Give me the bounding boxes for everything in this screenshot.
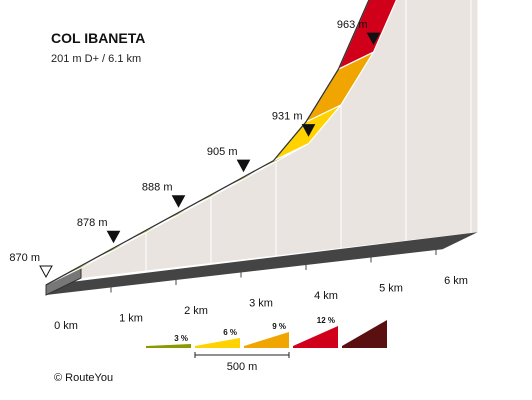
marker-label: 905 m — [207, 146, 238, 158]
legend-swatch-2 — [195, 338, 240, 348]
legend-label: 3 % — [174, 334, 188, 343]
chart-title: COL IBANETA — [51, 30, 145, 46]
x-tick-label: 6 km — [444, 275, 468, 287]
legend-label: 6 % — [223, 328, 237, 337]
x-tick-label: 2 km — [184, 305, 208, 317]
profile-base-strip — [46, 232, 478, 295]
marker-label: 888 m — [142, 182, 173, 194]
legend-label: 12 % — [317, 316, 335, 325]
profile-body — [45, 0, 478, 296]
legend-label: 9 % — [272, 322, 286, 331]
copyright-text: © RouteYou — [54, 372, 113, 384]
marker-triangle — [106, 230, 121, 244]
marker-triangle — [301, 124, 316, 137]
legend-swatch-1 — [146, 344, 191, 348]
marker-label: 963 m — [337, 19, 368, 31]
marker-triangle — [171, 195, 186, 208]
marker-triangle — [366, 32, 381, 46]
marker-label: 878 m — [77, 217, 108, 229]
chart-subtitle: 201 m D+ / 6.1 km — [51, 53, 141, 65]
legend-swatch-4 — [293, 326, 338, 348]
marker-label: 870 m — [9, 252, 40, 264]
marker-triangle — [39, 265, 53, 279]
scale-bar-label: 500 m — [227, 361, 258, 373]
legend-swatch-3 — [244, 332, 289, 348]
x-tick-label: 0 km — [54, 320, 78, 332]
x-tick-label: 5 km — [379, 283, 403, 295]
x-tick-label: 4 km — [314, 290, 338, 302]
legend-swatch-5 — [342, 320, 387, 348]
marker-label: 931 m — [272, 111, 303, 123]
x-axis: 0 km 1 km 2 km 3 km 4 km 5 km 6 km — [54, 250, 468, 332]
marker-triangle — [236, 159, 251, 173]
profile-front-edge — [45, 0, 370, 286]
x-tick-label: 3 km — [249, 298, 273, 310]
profile-side-wall — [81, 0, 478, 278]
grade-legend: 3 % 6 % 9 % 12 % 500 m — [146, 316, 387, 373]
x-tick-label: 1 km — [119, 313, 143, 325]
